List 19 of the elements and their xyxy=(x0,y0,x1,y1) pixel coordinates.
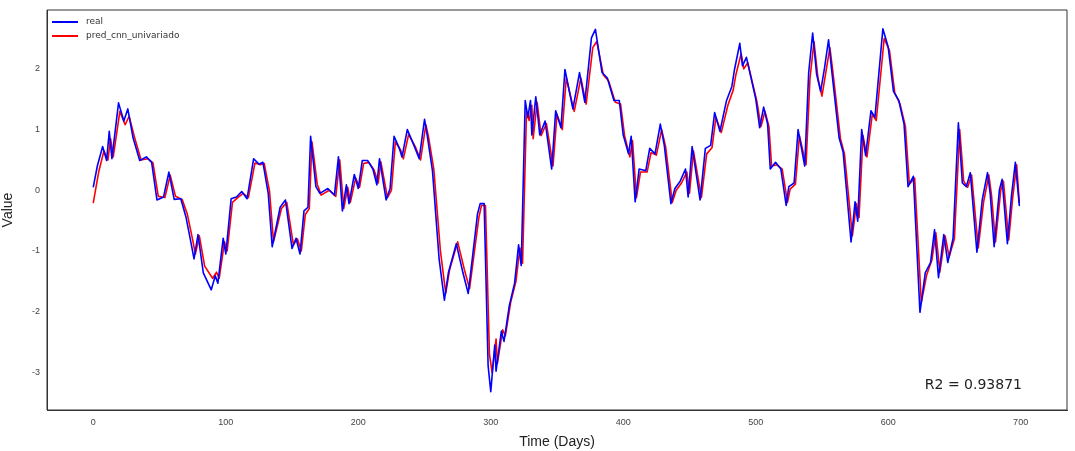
annotation: R2 = 0.93871 xyxy=(924,375,1022,392)
x-tick-label: 300 xyxy=(483,416,499,427)
x-tick-label: 400 xyxy=(615,416,631,427)
legend-label: real xyxy=(86,16,104,26)
y-tick-label: 0 xyxy=(34,184,40,195)
x-tick-label: 500 xyxy=(748,416,764,427)
x-tick-label: 0 xyxy=(90,416,96,427)
y-axis-title: Value xyxy=(0,192,16,228)
x-tick-label: 700 xyxy=(1013,416,1029,427)
y-tick-label: 1 xyxy=(34,124,40,135)
y-tick-label: 2 xyxy=(34,63,40,74)
x-tick-label: 200 xyxy=(350,416,366,427)
y-tick-label: -1 xyxy=(31,245,40,256)
legend-label: pred_cnn_univariado xyxy=(86,30,180,40)
x-tick-label: 100 xyxy=(218,416,234,427)
y-tick-label: -2 xyxy=(31,306,40,317)
y-tick-label: -3 xyxy=(31,366,40,377)
x-tick-label: 600 xyxy=(880,416,896,427)
x-axis-title: Time (Days) xyxy=(519,433,595,450)
